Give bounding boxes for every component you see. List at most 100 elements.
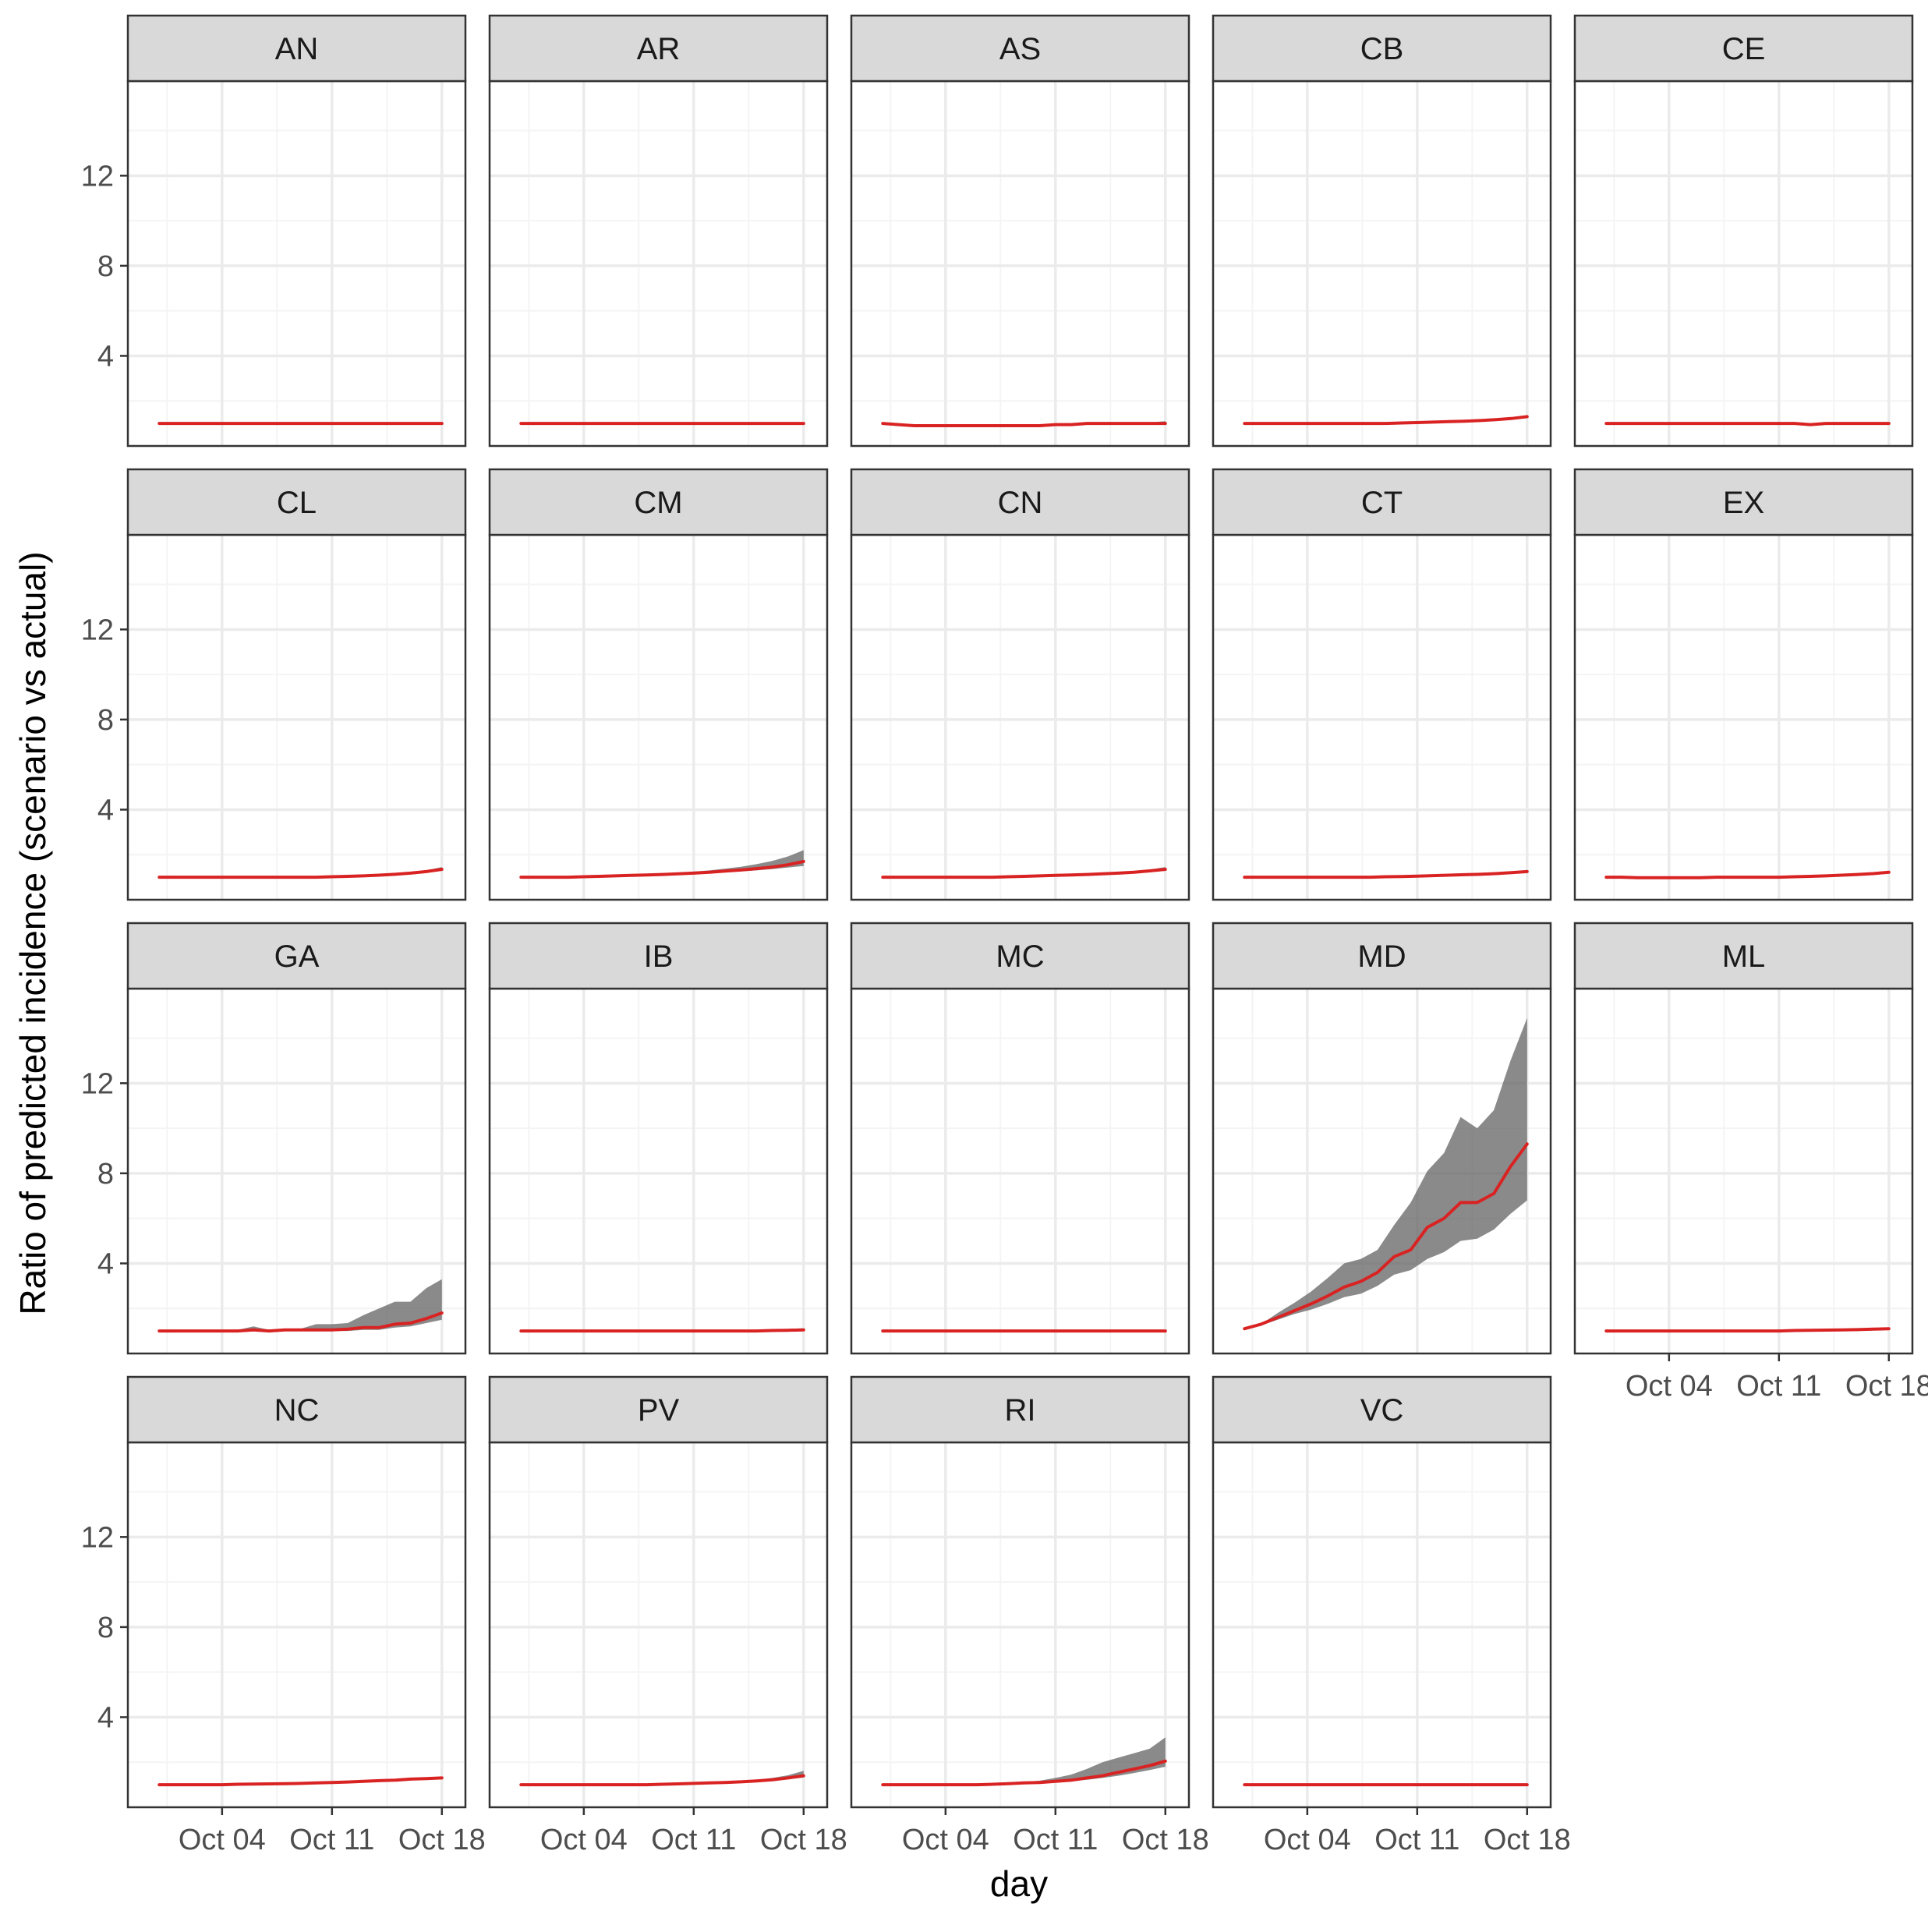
facet-strip — [850, 922, 1190, 990]
facet-strip — [850, 14, 1190, 83]
y-tick-label: 4 — [97, 1247, 114, 1280]
ci-ribbon-ga — [159, 1279, 442, 1332]
x-tick-label: Oct 04 — [1264, 1824, 1351, 1856]
facet-strip — [126, 14, 467, 83]
facet-strip — [488, 468, 829, 536]
x-axis-title: day — [990, 1863, 1048, 1904]
facet-strip-label: CT — [1361, 486, 1403, 520]
facet-panel-an: AN 4 8 12 — [81, 14, 467, 448]
panel-background — [1213, 81, 1551, 446]
facet-strip — [126, 1375, 467, 1444]
panel-background — [851, 989, 1189, 1353]
panel-background — [490, 989, 827, 1353]
mean-line-ib — [519, 1328, 805, 1333]
panel-background — [128, 535, 465, 900]
facet-strip-label: ML — [1722, 939, 1766, 974]
facet-strip — [1573, 468, 1914, 536]
x-tick-label: Oct 18 — [1484, 1824, 1571, 1856]
facet-panel-pv: PV Oct 04 Oct 11 Oct 18 — [488, 1375, 847, 1856]
mean-line-ga — [157, 1311, 444, 1333]
facet-panel-ri: RI Oct 04 Oct 11 Oct 18 — [850, 1375, 1209, 1856]
facet-strip — [850, 1375, 1190, 1444]
facet-strip — [488, 14, 829, 83]
x-tick-label: Oct 11 — [651, 1824, 736, 1856]
facet-strip-label: RI — [1005, 1393, 1036, 1428]
facet-strip-label: EX — [1723, 486, 1764, 520]
panel-background — [490, 81, 827, 446]
facet-panel-cn: CN — [850, 468, 1190, 901]
y-tick-label: 12 — [81, 1521, 114, 1554]
panel-background — [851, 81, 1189, 446]
facet-strip — [1212, 922, 1552, 990]
mean-line-ml — [1604, 1327, 1891, 1333]
mean-line-ri — [881, 1759, 1167, 1787]
y-tick-label: 8 — [97, 250, 114, 283]
mean-line-ce — [1604, 422, 1891, 426]
mean-line-ex — [1604, 870, 1891, 879]
y-tick-label: 8 — [97, 1612, 114, 1644]
mean-line-as — [881, 422, 1167, 427]
y-axis-title: Ratio of predicted incidence (scenario v… — [12, 551, 53, 1315]
y-tick-label: 8 — [97, 1158, 114, 1191]
facet-panel-ml: ML Oct 04 Oct 11 Oct 18 — [1573, 922, 1928, 1403]
x-tick-label: Oct 04 — [902, 1824, 989, 1856]
x-tick-label: Oct 11 — [1736, 1370, 1821, 1403]
facet-strip — [1212, 14, 1552, 83]
facet-strip-label: VC — [1360, 1393, 1404, 1428]
mean-line-nc — [157, 1776, 444, 1787]
facet-panel-ce: CE — [1573, 14, 1914, 448]
facet-panel-ib: IB — [488, 922, 829, 1355]
panel-background — [490, 535, 827, 900]
y-tick-label: 12 — [81, 160, 114, 193]
y-tick-label: 4 — [97, 340, 114, 373]
facet-panel-vc: VC Oct 04 Oct 11 Oct 18 — [1212, 1375, 1571, 1856]
panel-background — [851, 1442, 1189, 1807]
facet-panel-cm: CM — [488, 468, 829, 901]
facet-strip-label: NC — [274, 1393, 320, 1428]
ci-ribbon-ri — [883, 1737, 1166, 1785]
x-tick-label: Oct 04 — [1626, 1370, 1713, 1403]
facet-strip-label: CM — [634, 486, 682, 520]
y-tick-label: 8 — [97, 704, 114, 737]
facet-strip — [1573, 922, 1914, 990]
panel-background — [1575, 989, 1912, 1353]
facet-strip — [488, 1375, 829, 1444]
facet-strip-label: AS — [999, 32, 1041, 66]
x-tick-label: Oct 11 — [1374, 1824, 1459, 1856]
facet-strip — [488, 922, 829, 990]
x-tick-label: Oct 04 — [179, 1824, 266, 1856]
panel-background — [1575, 535, 1912, 900]
x-tick-label: Oct 11 — [289, 1824, 374, 1856]
mean-line-md — [1243, 1142, 1529, 1331]
y-tick-label: 12 — [81, 1067, 114, 1100]
facet-strip-label: GA — [274, 939, 320, 974]
facet-panel-cl: CL 4 8 12 — [81, 468, 467, 901]
facet-strip — [850, 468, 1190, 536]
panel-background — [128, 81, 465, 446]
facet-strip-label: MD — [1357, 939, 1406, 974]
panel-background — [1575, 81, 1912, 446]
facet-panel-ga: GA 4 8 12 — [81, 922, 467, 1355]
facet-panel-md: MD — [1212, 922, 1552, 1355]
facet-panel-ex: EX — [1573, 468, 1914, 901]
facet-strip-label: CE — [1722, 32, 1766, 66]
facet-strip — [1212, 1375, 1552, 1444]
facet-strip-label: IB — [644, 939, 674, 974]
facet-strip-label: CL — [277, 486, 317, 520]
facet-strip — [126, 922, 467, 990]
facet-strip-label: PV — [638, 1393, 680, 1428]
facet-panel-mc: MC — [850, 922, 1190, 1355]
x-tick-label: Oct 04 — [540, 1824, 628, 1856]
panel-background — [851, 535, 1189, 900]
panel-background — [128, 1442, 465, 1807]
facet-panel-as: AS — [850, 14, 1190, 448]
facet-strip-label: CB — [1360, 32, 1404, 66]
panel-background — [1213, 1442, 1551, 1807]
mean-line-cb — [1243, 415, 1529, 426]
facet-panel-ct: CT — [1212, 468, 1552, 901]
x-tick-label: Oct 18 — [760, 1824, 847, 1856]
x-tick-label: Oct 18 — [1845, 1370, 1928, 1403]
x-tick-label: Oct 11 — [1013, 1824, 1098, 1856]
